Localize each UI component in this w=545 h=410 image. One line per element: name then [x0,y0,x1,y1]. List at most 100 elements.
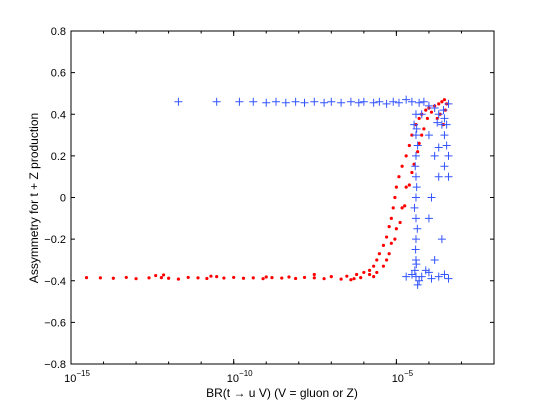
series-1 [174,95,453,289]
data-point-plus [411,245,420,254]
data-point-dot [389,241,393,245]
data-point-plus [410,120,419,129]
data-point-plus [249,97,258,106]
data-point-plus [359,97,368,106]
data-point-plus [281,98,290,107]
data-point-plus [272,97,281,106]
data-point-plus [442,141,451,150]
data-point-plus [402,272,411,281]
data-point-dot [270,276,274,280]
data-point-dot [352,277,356,281]
data-point-plus [442,120,451,129]
y-tick-label: 0.8 [51,26,66,38]
data-point-dot [420,133,424,137]
data-point-plus [413,280,422,289]
data-point-plus [430,104,439,113]
data-point-plus [407,270,416,279]
data-point-dot [294,276,298,281]
data-point-dot [375,258,379,262]
data-point-dot [134,277,138,281]
data-point-dot [400,206,404,210]
data-point-plus [369,98,378,107]
data-point-dot [372,264,376,268]
data-point-plus [415,98,424,107]
data-point-dot [367,268,372,272]
data-point-dot [410,133,414,137]
data-point-plus [300,98,309,107]
data-point-plus [382,99,391,108]
y-tick-label: 0.2 [51,151,66,163]
data-point-plus [424,214,433,223]
data-point-plus [375,97,384,106]
data-point-dot [359,276,363,280]
data-point-dot [403,204,407,208]
data-point-dot [84,276,89,280]
data-point-dot [167,276,171,280]
data-point-plus [427,274,436,283]
data-point-plus [291,97,300,106]
data-point-plus [440,162,449,171]
data-point-plus [434,172,443,181]
data-point-dot [196,276,200,280]
data-point-dot [355,272,359,277]
data-point-plus [430,151,439,160]
data-point-plus [354,98,363,107]
data-point-dot [349,278,353,282]
data-point-plus [411,151,420,160]
data-point-dot [381,243,386,247]
y-tick-label: −0.8 [44,359,66,371]
data-point-dot [393,195,397,200]
data-point-dot [375,270,379,275]
data-point-plus [440,114,449,123]
data-point-plus [310,97,319,106]
data-point-plus [424,131,433,140]
data-point-dot [154,273,158,278]
data-point-plus [320,98,329,107]
data-point-dot [205,276,209,281]
y-tick-label: −0.6 [44,317,66,329]
data-point-plus [411,214,420,223]
data-point-dot [424,108,428,112]
data-point-dot [410,170,414,175]
data-point-dot [124,275,128,280]
data-point-plus [434,110,443,119]
data-point-plus [433,118,442,127]
data-point-dot [251,276,255,280]
data-point-dot [381,264,386,268]
data-point-dot [435,116,439,121]
data-point-dot [186,275,190,280]
data-point-plus [415,276,424,285]
data-point-plus [427,193,436,202]
y-tick-label: −0.2 [44,234,66,246]
data-point-dot [387,252,391,256]
data-point-plus [412,183,421,192]
data-point-plus [440,270,449,279]
data-point-plus [444,99,453,108]
axis-tick-labels: 0.8 0.6 0.4 0.2 0 −0.2 −0.4 −0.6 −0.810−15 10−10 1… [44,26,413,385]
data-point-plus [389,97,398,106]
data-point-plus [411,172,420,181]
y-axis-label: Assymmetry for t + Z production [27,113,41,283]
data-point-plus [407,97,416,106]
data-point-dot [232,275,236,280]
data-point-dot [261,277,265,281]
data-point-dot [176,277,181,281]
x-tick-label: 10−15 [64,369,90,385]
data-point-plus [411,235,420,244]
data-point-plus [410,266,419,275]
data-point-dot [372,274,376,279]
axis-ticks [70,30,495,365]
data-point-plus [434,143,443,152]
data-point-dot [429,110,434,114]
data-point-dot [384,258,389,262]
data-point-dot [437,102,441,106]
data-point-dot [397,175,401,179]
data-point-plus [346,97,355,106]
data-point-plus [439,106,448,115]
data-point-dot [417,141,421,145]
data-point-dot [159,276,163,280]
data-point-plus [174,97,183,106]
data-series [84,95,453,289]
data-point-dot [322,277,326,281]
y-tick-label: 0.6 [51,68,66,80]
